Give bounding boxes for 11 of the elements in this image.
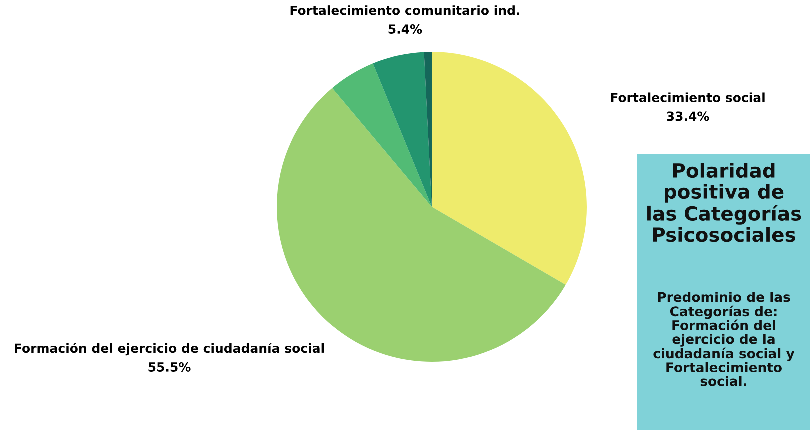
data-label: 33.4%	[667, 112, 710, 122]
pie-slice	[373, 52, 432, 207]
data-label: 55.5%	[148, 362, 191, 372]
text: Polaridad positiva de las Categorías Psicosociales	[648, 163, 802, 242]
slice-label: Fortalecimiento comunitario ind.	[290, 6, 520, 16]
slice-label: Formación del ejercicio de ciudadanía social	[15, 342, 324, 356]
slice-label: Fortalecimiento social	[611, 92, 765, 102]
pie-slice	[332, 64, 432, 207]
pie-slice	[432, 52, 587, 286]
data-label: 5.4%	[388, 24, 422, 34]
text: Predominio de las Categorías de: Formación del ejercicio de la ciudadanía social y Fortalecimiento social.	[654, 292, 795, 386]
